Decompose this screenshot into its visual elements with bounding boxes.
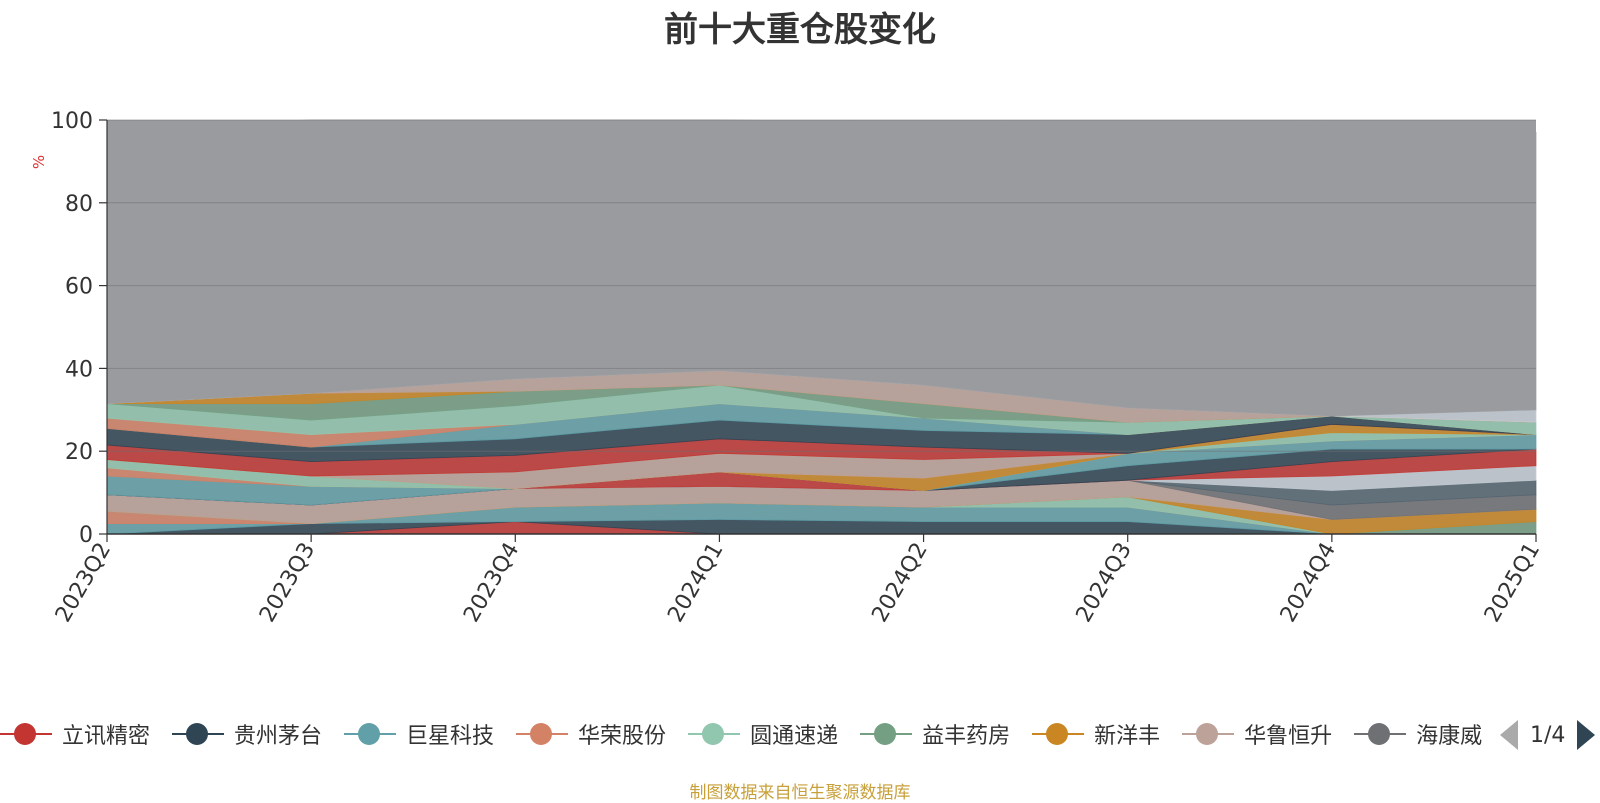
y-tick-label: 60 <box>65 275 93 300</box>
x-tick-label: 2025Q1 <box>1480 539 1545 627</box>
legend-label: 圆通速递 <box>750 724 839 749</box>
legend-label: 新洋丰 <box>1094 724 1161 749</box>
x-tick-label: 2024Q3 <box>1072 539 1137 627</box>
data-source-note: 制图数据来自恒生聚源数据库 <box>689 783 911 803</box>
legend-swatch <box>688 722 741 746</box>
legend-page-indicator: 1/4 <box>1530 722 1566 748</box>
legend-item-2[interactable]: 贵州茅台 <box>172 718 322 750</box>
legend-swatch <box>344 722 397 746</box>
x-tick-label: 2024Q4 <box>1276 539 1341 627</box>
y-tick-label: 100 <box>51 109 93 134</box>
legend-next-page-button[interactable] <box>1577 720 1596 750</box>
legend-swatch <box>172 722 225 746</box>
legend-label: 海康威视 <box>1416 724 1482 749</box>
legend-item-6[interactable]: 益丰药房 <box>860 718 1010 750</box>
legend-label: 益丰药房 <box>922 724 1011 749</box>
legend-item-1[interactable]: 立讯精密 <box>0 718 150 750</box>
legend-swatch <box>1182 722 1235 746</box>
legend-swatch <box>1032 722 1085 746</box>
legend-item-8[interactable]: 华鲁恒升 <box>1182 718 1332 750</box>
x-tick-label: 2024Q1 <box>663 539 728 627</box>
x-tick-label: 2024Q2 <box>867 539 932 627</box>
x-tick-label: 2023Q4 <box>459 539 524 627</box>
area-series-28 <box>106 119 1537 417</box>
y-tick-label: 80 <box>65 192 93 217</box>
legend-row: 立讯精密 贵州茅台 巨星科技 华荣股份 圆通速递 益丰药房 新洋丰 华鲁恒升 海康威视 <box>0 712 1482 756</box>
legend-prev-page-button[interactable] <box>1500 720 1518 750</box>
legend-label: 立讯精密 <box>62 724 151 749</box>
y-tick-label: 40 <box>65 357 93 382</box>
legend-pager: 1/4 <box>1500 718 1596 752</box>
legend-item-5[interactable]: 圆通速递 <box>688 718 838 750</box>
legend-item-3[interactable]: 巨星科技 <box>344 718 494 750</box>
y-axis-label: % <box>30 155 48 169</box>
legend-item-9[interactable]: 海康威视 <box>1354 718 1482 750</box>
legend-swatch <box>516 722 569 746</box>
legend-item-7[interactable]: 新洋丰 <box>1032 718 1160 750</box>
legend-label: 华鲁恒升 <box>1244 724 1333 749</box>
legend-swatch <box>860 722 913 746</box>
y-tick-label: 20 <box>65 440 93 465</box>
legend-label: 贵州茅台 <box>234 724 323 749</box>
legend-label: 华荣股份 <box>578 724 667 749</box>
legend-item-4[interactable]: 华荣股份 <box>516 718 666 750</box>
legend-swatch <box>1354 722 1407 746</box>
chart-title: 前十大重仓股变化 <box>664 10 936 50</box>
x-tick-label: 2023Q3 <box>255 539 320 627</box>
y-tick-label: 0 <box>79 523 93 548</box>
x-tick-label: 2023Q2 <box>51 539 116 627</box>
legend-swatch <box>0 722 52 746</box>
legend: 立讯精密 贵州茅台 巨星科技 华荣股份 圆通速递 益丰药房 新洋丰 华鲁恒升 海康威视 <box>0 712 1482 756</box>
legend-label: 巨星科技 <box>406 724 495 749</box>
